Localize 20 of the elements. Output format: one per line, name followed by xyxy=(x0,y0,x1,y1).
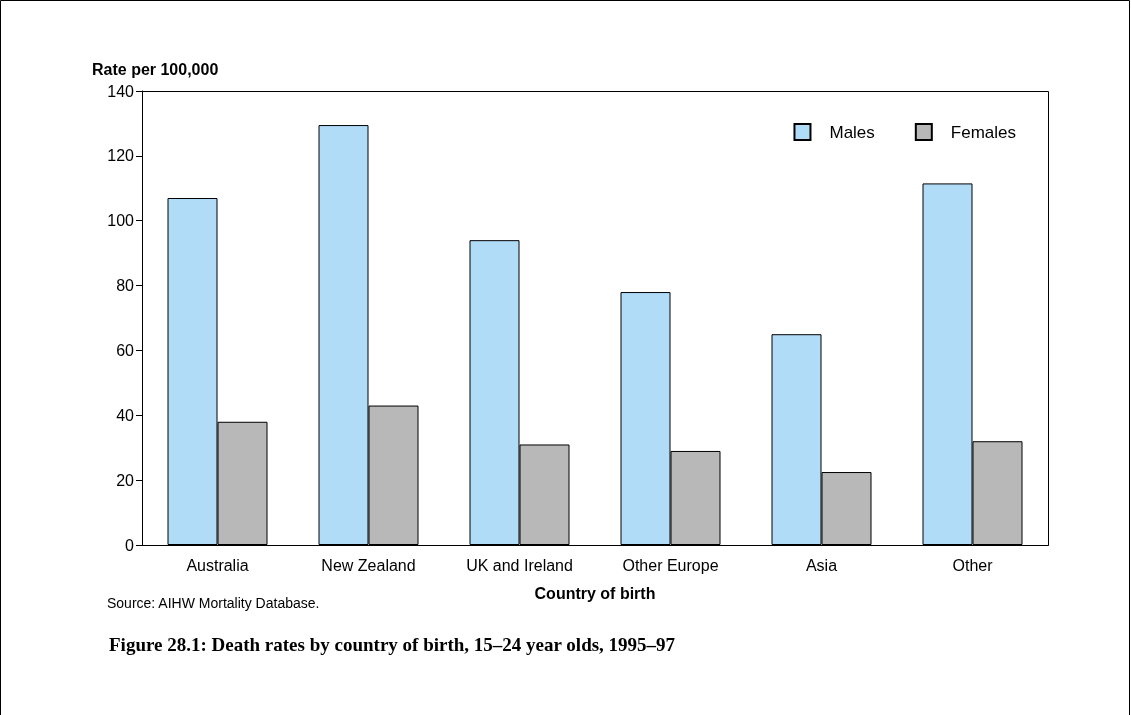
y-tick-label: 60 xyxy=(116,341,135,359)
y-tick-label: 140 xyxy=(107,82,135,100)
source-note: Source: AIHW Mortality Database. xyxy=(107,595,320,611)
y-tick-label: 100 xyxy=(107,212,135,230)
text: Figure 28.1: Death rates by country of birth, 15–24 year olds, 1995–97 xyxy=(109,634,676,655)
x-tick-label: Other xyxy=(952,556,994,574)
x-tick-label: Other Europe xyxy=(622,556,719,574)
y-tick-label: 120 xyxy=(107,147,135,165)
legend-label: Males xyxy=(829,122,875,142)
y-tick-label: 80 xyxy=(116,277,135,295)
legend-label: Females xyxy=(950,122,1016,142)
x-tick-label: New Zealand xyxy=(321,556,416,574)
y-tick-label: 0 xyxy=(125,536,135,554)
y-axis-title: Rate per 100,000 xyxy=(92,60,219,78)
y-tick-label: 40 xyxy=(116,406,135,424)
x-tick-label: Asia xyxy=(805,556,838,574)
x-tick-label: Australia xyxy=(186,556,249,574)
x-tick-label: UK and Ireland xyxy=(466,556,573,574)
x-axis-title: Country of birth xyxy=(534,584,656,602)
y-tick-label: 20 xyxy=(116,471,135,489)
